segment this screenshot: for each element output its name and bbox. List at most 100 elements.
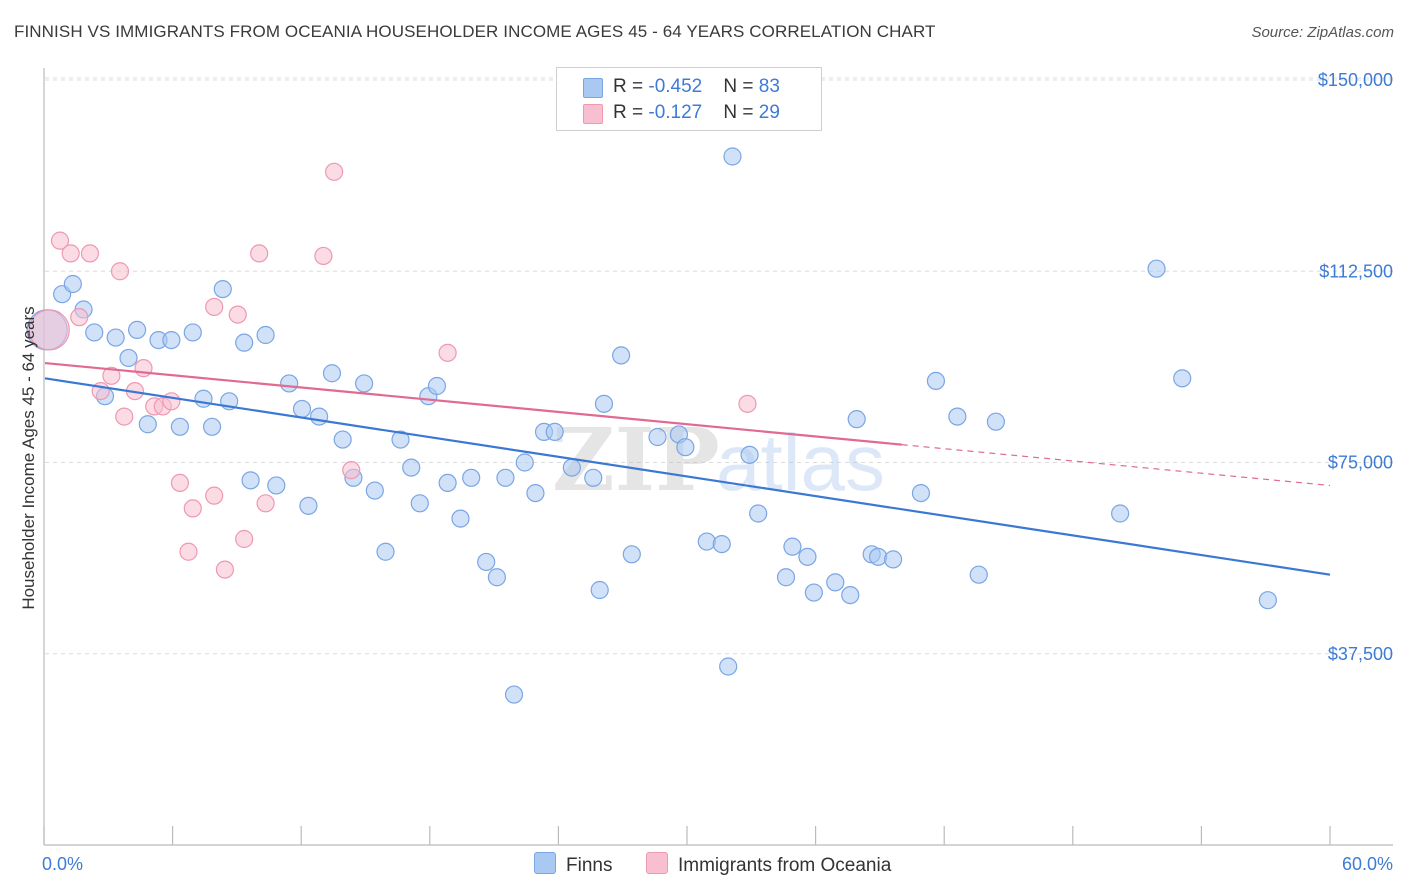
finns-point-63 bbox=[776, 568, 796, 587]
oceania-point-2 bbox=[61, 244, 80, 263]
chart-title: FINNISH VS IMMIGRANTS FROM OCEANIA HOUSE… bbox=[14, 22, 936, 41]
oceania-point-23 bbox=[256, 494, 275, 513]
watermark-atlas: atlas bbox=[716, 418, 885, 507]
finns-point-58 bbox=[712, 534, 731, 554]
finns-point-73 bbox=[911, 484, 931, 503]
y-tick-label-1: $112,500 bbox=[1319, 261, 1393, 281]
finns-point-31 bbox=[376, 542, 395, 561]
finns-point-79 bbox=[1147, 259, 1166, 278]
oceania-point-13 bbox=[162, 392, 181, 411]
oceania-point-22 bbox=[250, 244, 269, 263]
finns-point-33 bbox=[402, 458, 421, 477]
oceania-point-28 bbox=[738, 394, 757, 413]
finns-point-4 bbox=[85, 323, 104, 342]
finns-point-15 bbox=[202, 417, 222, 436]
finns-point-69 bbox=[847, 410, 866, 429]
y-tick-label-0: $150,000 bbox=[1318, 70, 1393, 90]
finns-point-13 bbox=[183, 323, 202, 342]
finns-point-44 bbox=[515, 453, 534, 472]
legend-swatch-finns bbox=[583, 78, 603, 98]
finns-point-49 bbox=[584, 468, 603, 487]
trend-line-finns bbox=[44, 377, 1331, 576]
chart-source: Source: ZipAtlas.com bbox=[1251, 24, 1394, 41]
finns-point-20 bbox=[256, 325, 275, 345]
finns-point-22 bbox=[280, 374, 299, 393]
bottom-legend-label-oceania: Immigrants from Oceania bbox=[678, 855, 892, 876]
finns-point-12 bbox=[170, 417, 190, 436]
legend-r-label-oceania: R = bbox=[613, 102, 649, 123]
finns-point-52 bbox=[612, 346, 631, 365]
finns-point-14 bbox=[194, 389, 213, 408]
trend-line-oceania bbox=[44, 361, 902, 446]
finns-point-29 bbox=[355, 374, 374, 393]
trend-lines bbox=[44, 361, 1331, 576]
finns-point-72 bbox=[883, 550, 903, 569]
finns-point-62 bbox=[749, 504, 768, 523]
bottom-legend-swatch-oceania bbox=[646, 852, 668, 874]
y-tick-label-3: $37,500 bbox=[1328, 644, 1393, 664]
finns-point-77 bbox=[986, 412, 1006, 431]
legend-n-label-oceania: N = bbox=[723, 102, 759, 123]
bottom-legend-oceania[interactable]: Immigrants from Oceania bbox=[646, 852, 891, 877]
legend-row-oceania: R = -0.127 N = 29 bbox=[583, 102, 780, 126]
legend-r-label-finns: R = bbox=[613, 76, 649, 97]
finns-point-66 bbox=[804, 583, 823, 602]
finns-point-53 bbox=[622, 545, 641, 564]
oceania-point-21 bbox=[235, 529, 254, 549]
correlation-legend: R = -0.452 N = 83 R = -0.127 N = 29 bbox=[556, 67, 822, 131]
finns-point-80 bbox=[1173, 369, 1192, 388]
finns-point-34 bbox=[410, 494, 429, 513]
bottom-legend-swatch-finns bbox=[534, 852, 556, 874]
x-tick-label-max: 60.0% bbox=[1342, 854, 1393, 874]
oceania-point-14 bbox=[170, 473, 190, 492]
grid-lines bbox=[45, 77, 1393, 655]
finns-point-67 bbox=[826, 573, 845, 592]
finns-point-76 bbox=[969, 565, 988, 584]
finns-point-39 bbox=[462, 468, 481, 487]
finns-point-43 bbox=[504, 685, 524, 704]
oceania-point-19 bbox=[215, 560, 234, 579]
watermark: ZIP atlas bbox=[552, 410, 885, 511]
finns-point-78 bbox=[1111, 504, 1130, 523]
legend-r-value-oceania: -0.127 bbox=[648, 102, 703, 123]
oceania-point-8 bbox=[115, 407, 134, 426]
oceania-point-6 bbox=[102, 366, 121, 385]
finns-point-71 bbox=[869, 547, 888, 566]
legend-n-value-finns: 83 bbox=[758, 76, 780, 97]
finns-point-50 bbox=[590, 580, 609, 600]
oceania-point-3 bbox=[70, 308, 89, 327]
oceania-point-15 bbox=[183, 499, 202, 518]
oceania-point-7 bbox=[110, 262, 130, 281]
bottom-legend-finns[interactable]: Finns bbox=[534, 852, 612, 877]
finns-point-21 bbox=[267, 476, 286, 495]
y-tick-label-2: $75,000 bbox=[1328, 453, 1393, 473]
finns-point-26 bbox=[322, 364, 342, 383]
oceania-point-17 bbox=[205, 486, 224, 505]
finns-point-30 bbox=[365, 481, 384, 500]
oceania-point-1 bbox=[50, 231, 70, 250]
finns-point-57 bbox=[697, 532, 716, 551]
finns-point-27 bbox=[333, 430, 352, 449]
finns-point-19 bbox=[241, 471, 260, 490]
finns-point-74 bbox=[926, 371, 946, 390]
oceania-point-27 bbox=[438, 343, 457, 362]
finns-point-51 bbox=[594, 394, 614, 413]
finns-point-7 bbox=[119, 348, 138, 368]
finns-point-11 bbox=[162, 331, 181, 350]
finns-point-6 bbox=[106, 328, 125, 347]
finns-point-37 bbox=[438, 473, 457, 492]
finns-point-45 bbox=[526, 484, 545, 503]
finns-point-25 bbox=[310, 407, 329, 426]
bottom-legend-label-finns: Finns bbox=[566, 855, 613, 876]
oceania-point-0 bbox=[28, 309, 70, 351]
finns-point-18 bbox=[235, 333, 254, 352]
oceania-point-25 bbox=[325, 162, 344, 181]
finns-point-2 bbox=[63, 274, 82, 294]
finns-point-59 bbox=[719, 657, 738, 676]
finns-point-60 bbox=[723, 147, 742, 166]
y-tick-labels: $150,000 $112,500 $75,000 $37,500 bbox=[1318, 70, 1393, 664]
finns-point-47 bbox=[545, 422, 564, 441]
finns-point-38 bbox=[451, 509, 470, 528]
oceania-point-18 bbox=[205, 297, 224, 317]
